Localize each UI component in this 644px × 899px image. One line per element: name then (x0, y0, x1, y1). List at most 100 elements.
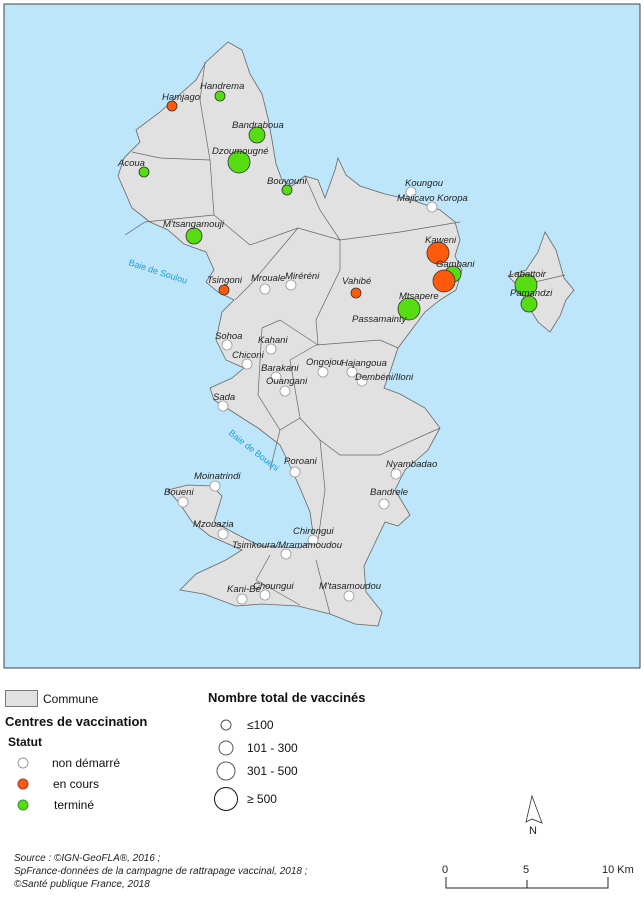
source-line-2: SpFrance-données de la campagne de rattr… (14, 866, 308, 877)
centre-label: M'tasamoudou (319, 581, 382, 592)
petite-terre (507, 231, 575, 333)
legend-statut-title: Statut (8, 735, 42, 749)
legend-size-label-3: 301 - 500 (247, 764, 298, 778)
centre-label: Sada (213, 392, 235, 403)
centre-label: Kahani (258, 335, 288, 346)
centre-label: Acoua (117, 158, 145, 169)
centre-marker (259, 283, 271, 295)
centre-label: Mtsapere (399, 291, 439, 302)
scale-tick-10: 10 Km (602, 864, 634, 876)
centre-label: Moinatrindi (194, 471, 241, 482)
centre-marker (378, 498, 390, 510)
source-note: Source : ©IGN-GeoFLA®, 2016 ; SpFrance-d… (14, 852, 308, 891)
centre-marker (390, 468, 402, 480)
legend-size-label-1: ≤100 (247, 718, 274, 732)
centre-marker (227, 150, 251, 174)
centre-marker (285, 279, 297, 291)
centre-label: Koungou (405, 178, 444, 189)
centre-marker (356, 375, 368, 387)
centre-label: Mzouazia (193, 519, 234, 530)
centre-label: Majicavo Koropa (397, 193, 468, 204)
centre-label: Miréréni (285, 271, 320, 282)
centre-marker (241, 358, 253, 370)
legend-symbol-en-cours (17, 778, 29, 790)
centre-label: Handrema (200, 81, 244, 92)
legend-size-3 (216, 761, 236, 781)
centre-label: Barakani (261, 363, 299, 374)
centre-label: Gambani (436, 259, 475, 270)
centre-marker (350, 287, 362, 299)
centre-label: Labattoir (509, 269, 547, 280)
centre-label: Kaweni (425, 235, 457, 246)
centre-label: Passamainty (352, 314, 408, 325)
legend-commune-label: Commune (43, 692, 99, 706)
centre-label: Tsingoni (207, 275, 243, 286)
centre-marker (346, 366, 358, 378)
centre-marker (317, 366, 329, 378)
centre-marker (307, 534, 319, 546)
legend-symbol-termine (17, 799, 29, 811)
centre-label: Hajangoua (341, 358, 387, 369)
centre-marker (280, 548, 292, 560)
centre-label: Kani-Bé (227, 584, 261, 595)
legend-commune-swatch (5, 690, 38, 707)
centre-marker (265, 343, 277, 355)
legend-centres-title: Centres de vaccination (5, 714, 148, 729)
centre-label: Bandrele (370, 487, 408, 498)
centre-marker (426, 201, 438, 213)
legend-size-label-2: 101 - 300 (247, 741, 298, 755)
centre-marker (218, 284, 230, 296)
north-arrow-icon (525, 794, 543, 824)
centre-label: Tsimkoura/Mramamoudou (232, 540, 343, 551)
legend-size-label-4: ≥ 500 (247, 792, 277, 806)
centre-label: Nyambadao (386, 459, 437, 470)
legend-status-en-cours: en cours (53, 777, 100, 791)
centre-marker (209, 480, 221, 492)
centre-label: Ouangani (266, 376, 308, 387)
centre-marker (397, 297, 421, 321)
centre-marker (217, 400, 229, 412)
centre-label: Hamjago (162, 92, 200, 103)
legend-status-termine: terminé (54, 798, 95, 812)
main-island (117, 41, 463, 627)
scale-bar (445, 877, 609, 889)
centre-label: Bandraboua (232, 120, 284, 131)
centre-marker (432, 269, 456, 293)
centre-label: Ongojou (306, 357, 343, 368)
centre-marker (281, 184, 293, 196)
scale-tick-0: 0 (442, 864, 448, 876)
centre-label: Chiconi (232, 350, 265, 361)
centre-marker (217, 528, 229, 540)
centre-label: Sohoa (215, 331, 242, 342)
centre-label: M'tsangamouji (163, 219, 225, 230)
centre-label: Mrouale (251, 273, 285, 284)
centre-marker (138, 166, 150, 178)
centre-label: Chirongui (293, 526, 335, 537)
centre-label: Boueni (164, 487, 194, 498)
centre-marker (214, 90, 226, 102)
centre-marker (405, 186, 417, 198)
legend-status-symbols (17, 757, 29, 811)
legend-size-1 (220, 719, 232, 731)
centre-marker (166, 100, 178, 112)
centre-marker (514, 273, 538, 297)
centre-marker (279, 385, 291, 397)
centre-marker (248, 126, 266, 144)
centre-label: Bouyouni (267, 176, 308, 187)
centre-marker (289, 466, 301, 478)
centre-marker (185, 227, 203, 245)
source-line-1: Source : ©IGN-GeoFLA®, 2016 ; (14, 853, 161, 864)
centre-label: Pamandzi (510, 288, 553, 299)
centre-marker (221, 339, 233, 351)
centre-label: Dembéni/Iloni (355, 372, 414, 383)
centre-marker (426, 241, 450, 265)
source-line-3: ©Santé publique France, 2018 (14, 879, 150, 890)
centre-label: Choungui (253, 581, 295, 592)
commune-borders (124, 61, 566, 615)
centre-label: Poroani (284, 456, 318, 467)
legend-size-title: Nombre total de vaccinés (208, 690, 366, 705)
scale-tick-5: 5 (523, 864, 529, 876)
north-label: N (529, 825, 537, 837)
